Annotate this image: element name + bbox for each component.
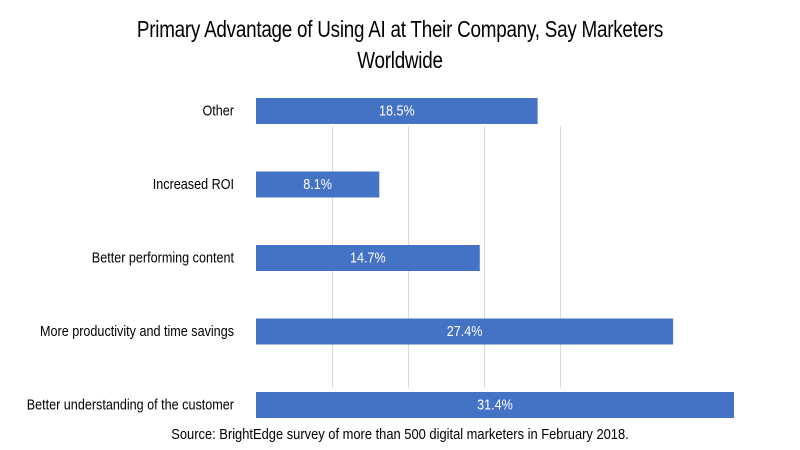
chart-title: Primary Advantage of Using AI at Their C… [72, 14, 728, 76]
value-label: 27.4% [447, 323, 483, 340]
value-label: 31.4% [477, 397, 513, 414]
category-label: Other [203, 103, 235, 120]
category-label: Better performing content [92, 250, 235, 267]
bar-better-performing-content [256, 245, 480, 271]
category-label: Increased ROI [153, 176, 234, 193]
chart-title-line-1: Primary Advantage of Using AI at Their C… [136, 16, 664, 42]
bar-increased-roi [256, 171, 380, 198]
source-note: Source: BrightEdge survey of more than 5… [171, 426, 629, 443]
value-label: 8.1% [303, 176, 332, 193]
chart-title-line-2: Worldwide [357, 47, 443, 73]
bar-other [256, 98, 538, 124]
bar-more-productivity-and-time-savings [256, 318, 674, 345]
value-label: 14.7% [350, 250, 386, 267]
value-label: 18.5% [379, 103, 415, 120]
bar-better-understanding-of-the-customer [256, 392, 734, 418]
category-label: More productivity and time savings [40, 323, 234, 340]
category-label: Better understanding of the customer [27, 397, 234, 414]
